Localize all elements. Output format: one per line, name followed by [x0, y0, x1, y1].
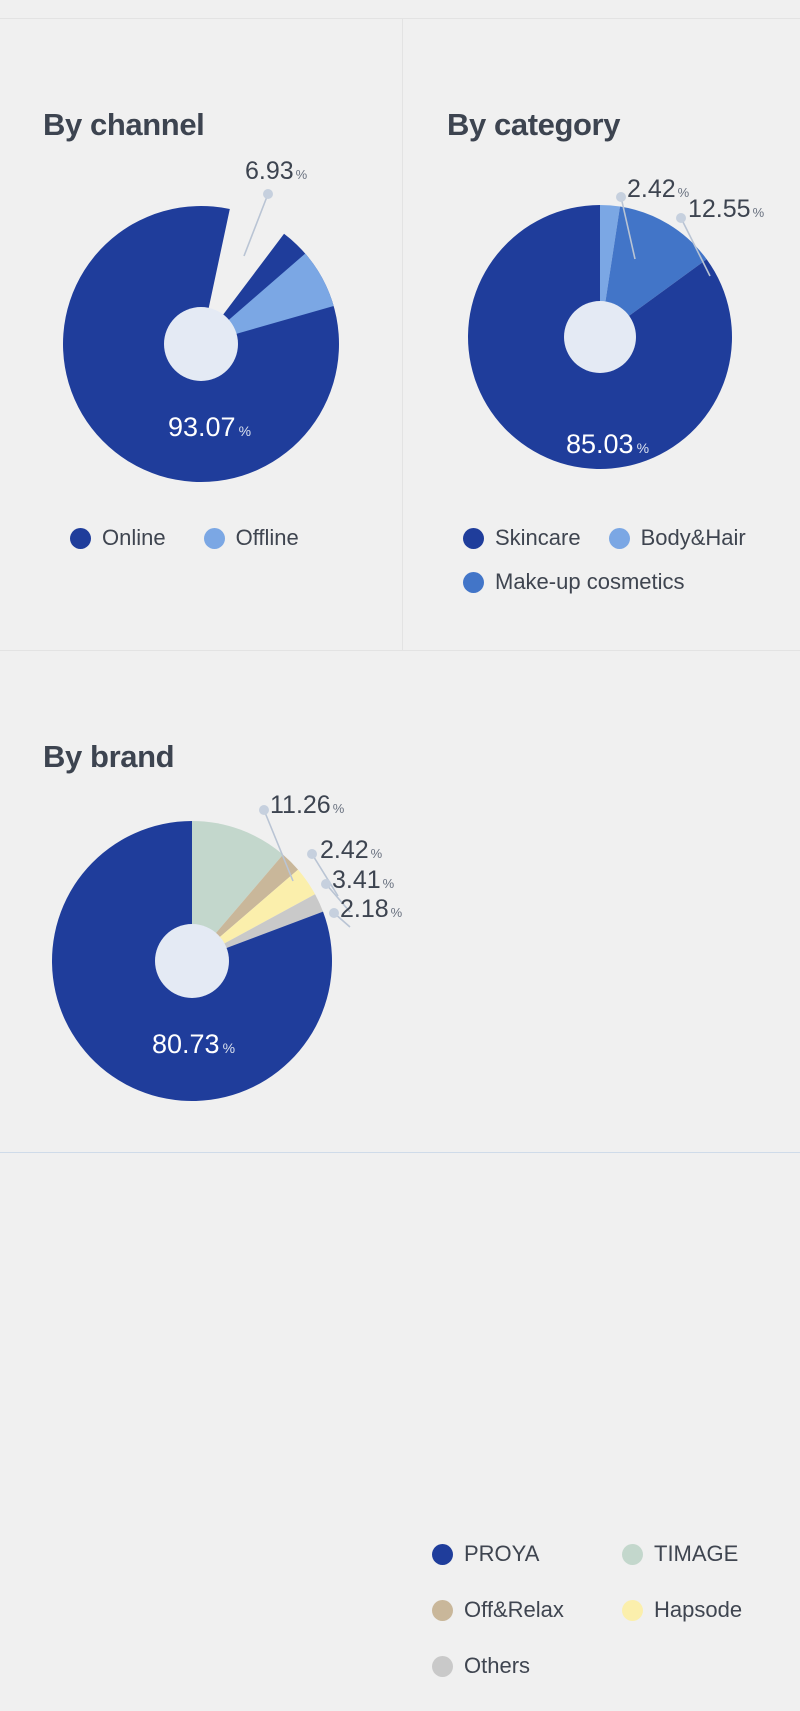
panel-by-category: By category: [403, 19, 800, 650]
divider-middle: [0, 650, 800, 651]
callout-body-hair-value: 2.42%: [627, 177, 689, 202]
callout-offline-unit: %: [295, 167, 308, 182]
panel-by-brand: By brand: [0, 651, 800, 1677]
legend-label-timage: TIMAGE: [654, 1541, 739, 1566]
legend-item-online[interactable]: Online: [70, 527, 166, 549]
leader-line-body-hair: [616, 192, 636, 260]
legend-label-body-hair: Body&Hair: [640, 525, 746, 550]
inner-value-skincare-number: 85.03: [566, 429, 634, 459]
callout-hapsode-value: 3.41%: [332, 868, 394, 893]
legend-label-off-relax: Off&Relax: [464, 1597, 564, 1622]
legend-swatch-icon-makeup-cosmetics: [463, 571, 484, 593]
callout-makeup-value: 12.55%: [688, 197, 764, 222]
legend-by-brand: PROYA TIMAGE Off&Relax Hapsode Others: [432, 1543, 792, 1711]
donut-chart-by-category[interactable]: [464, 201, 736, 473]
legend-swatch-icon-offline: [203, 527, 225, 549]
legend-label-offline: Offline: [235, 525, 299, 550]
callout-off-relax-value: 2.42%: [320, 838, 382, 863]
legend-swatch-icon-online: [70, 527, 91, 549]
legend-item-makeup-cosmetics[interactable]: Make-up cosmetics: [463, 571, 685, 593]
inner-value-proya-number: 80.73: [152, 1029, 220, 1059]
leader-line-hapsode: [321, 879, 351, 913]
legend-swatch-icon-off-relax: [432, 1599, 453, 1621]
legend-label-skincare: Skincare: [495, 525, 581, 550]
charts-board: By channel 6.93% 93.07%: [0, 18, 800, 1677]
legend-swatch-icon-timage: [622, 1543, 643, 1565]
donut-hole: [164, 307, 238, 381]
legend-item-body-hair[interactable]: Body&Hair: [608, 525, 746, 550]
inner-value-online: 93.07%: [168, 414, 251, 441]
legend-swatch-icon-others: [432, 1655, 453, 1677]
callout-offline-value: 6.93%: [245, 159, 307, 184]
pie-slice-off-relax[interactable]: [192, 869, 316, 961]
legend-item-offline[interactable]: Offline: [203, 525, 299, 550]
legend-swatch-icon-skincare: [463, 527, 484, 549]
legend-swatch-icon-hapsode: [622, 1599, 643, 1621]
donut-hole: [564, 301, 636, 373]
donut-hole: [155, 924, 229, 998]
legend-label-others: Others: [464, 1653, 531, 1678]
divider-top: [0, 18, 800, 19]
inner-value-online-unit: %: [238, 423, 252, 439]
panel-by-channel: By channel 6.93% 93.07%: [0, 19, 402, 650]
legend-label-hapsode: Hapsode: [654, 1597, 743, 1622]
callout-timage-value: 11.26%: [270, 793, 344, 818]
pie-slice-timage[interactable]: [192, 854, 299, 961]
leader-line-timage: [259, 805, 294, 882]
divider-bottom: [0, 1152, 800, 1153]
divider-vertical: [402, 19, 403, 650]
legend-label-makeup-cosmetics: Make-up cosmetics: [495, 569, 685, 594]
callout-offline-number: 6.93: [245, 157, 294, 185]
legend-item-proya[interactable]: PROYA: [432, 1543, 622, 1565]
callout-makeup-unit: %: [752, 205, 765, 220]
callout-others-number: 2.18: [340, 895, 389, 923]
callout-timage-unit: %: [332, 801, 345, 816]
inner-value-online-number: 93.07: [168, 412, 236, 442]
callout-others-value: 2.18%: [340, 897, 402, 922]
callout-makeup-number: 12.55: [688, 195, 751, 223]
callout-hapsode-unit: %: [382, 876, 395, 891]
page-title-by-brand: By brand: [43, 738, 175, 774]
donut-chart-by-channel[interactable]: [58, 201, 344, 487]
inner-value-proya-unit: %: [222, 1040, 236, 1056]
legend-by-category: Skincare Body&Hair Make-up cosmetics: [463, 527, 793, 615]
legend-item-off-relax[interactable]: Off&Relax: [432, 1599, 622, 1621]
leader-line-offline: [243, 189, 273, 257]
legend-by-channel: Online Offline: [70, 527, 380, 549]
legend-item-skincare[interactable]: Skincare: [463, 527, 581, 549]
pie-slice-offline[interactable]: [201, 236, 349, 394]
inner-value-proya: 80.73%: [152, 1031, 235, 1058]
callout-body-hair-number: 2.42: [627, 175, 676, 203]
legend-swatch-icon-body-hair: [608, 527, 630, 549]
legend-item-timage[interactable]: TIMAGE: [622, 1543, 782, 1565]
legend-swatch-icon-proya: [432, 1543, 453, 1565]
legend-item-hapsode[interactable]: Hapsode: [622, 1599, 782, 1621]
callout-others-unit: %: [390, 905, 403, 920]
callout-off-relax-unit: %: [370, 846, 383, 861]
donut-chart-by-brand[interactable]: [52, 821, 332, 1101]
inner-value-skincare-unit: %: [636, 440, 650, 456]
leader-line-makeup: [676, 213, 711, 277]
leader-line-off-relax: [307, 849, 339, 897]
leader-line-others: [329, 908, 351, 928]
pie-slice-proya[interactable]: [192, 821, 283, 961]
legend-label-proya: PROYA: [464, 1541, 540, 1566]
inner-value-skincare: 85.03%: [566, 431, 649, 458]
callout-hapsode-number: 3.41: [332, 866, 381, 894]
callout-timage-number: 11.26: [270, 791, 331, 819]
page-title-by-category: By category: [447, 106, 621, 142]
callout-off-relax-number: 2.42: [320, 836, 369, 864]
pie-slice-body-hair[interactable]: [600, 206, 707, 337]
legend-label-online: Online: [102, 525, 166, 550]
legend-item-others[interactable]: Others: [432, 1655, 622, 1677]
page-title-by-channel: By channel: [43, 106, 205, 142]
callout-body-hair-unit: %: [677, 185, 690, 200]
